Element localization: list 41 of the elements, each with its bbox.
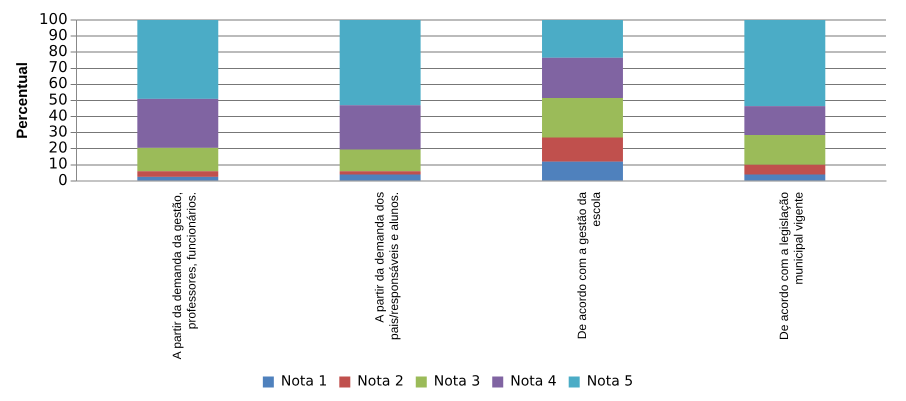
y-tick-label: 100 <box>38 10 68 28</box>
y-tick-label: 50 <box>48 90 68 108</box>
y-tick-label: 70 <box>48 58 68 76</box>
y-tick-label: 10 <box>48 154 68 173</box>
bar <box>744 164 826 174</box>
legend-label: Nota 2 <box>357 374 404 390</box>
legend-label: Nota 1 <box>280 374 328 390</box>
y-tick-label: 60 <box>48 74 68 92</box>
y-tick-label: 30 <box>48 122 68 141</box>
bar <box>137 20 218 99</box>
bar <box>137 176 218 180</box>
y-tick-label: 80 <box>48 42 68 60</box>
bar <box>340 171 421 174</box>
bar <box>340 105 421 150</box>
y-tick-label: 20 <box>48 138 68 157</box>
legend-label: Nota 3 <box>434 374 480 390</box>
legend-label: Nota 4 <box>510 374 557 390</box>
bar <box>542 137 623 162</box>
bar <box>542 162 623 180</box>
bar <box>744 106 826 136</box>
x-tick-label: De acordo com a gestão da escola <box>574 192 604 340</box>
bar <box>744 20 826 106</box>
y-axis-title: Percentual <box>14 62 32 139</box>
bar <box>744 135 826 165</box>
bar <box>744 174 826 180</box>
legend-label: Nota 5 <box>586 374 634 390</box>
y-tick-label: 0 <box>58 170 68 189</box>
bar <box>137 171 218 177</box>
x-tick-label: A partir da demanda da gestão, professores, funcionários. <box>170 192 199 360</box>
bar <box>542 20 623 58</box>
bar <box>137 148 218 172</box>
bar <box>542 58 623 98</box>
x-tick-label: De acordo com a legislação municipal vigente <box>777 192 806 340</box>
bar <box>542 98 623 138</box>
y-tick-label: 90 <box>48 26 68 44</box>
bar <box>137 98 218 148</box>
x-tick-label: A partir da demanda dos pais/responsáveis e alunos. <box>372 192 401 340</box>
bar <box>340 174 421 180</box>
bar <box>340 20 421 106</box>
bar <box>340 150 421 172</box>
y-tick-label: 40 <box>48 106 68 124</box>
